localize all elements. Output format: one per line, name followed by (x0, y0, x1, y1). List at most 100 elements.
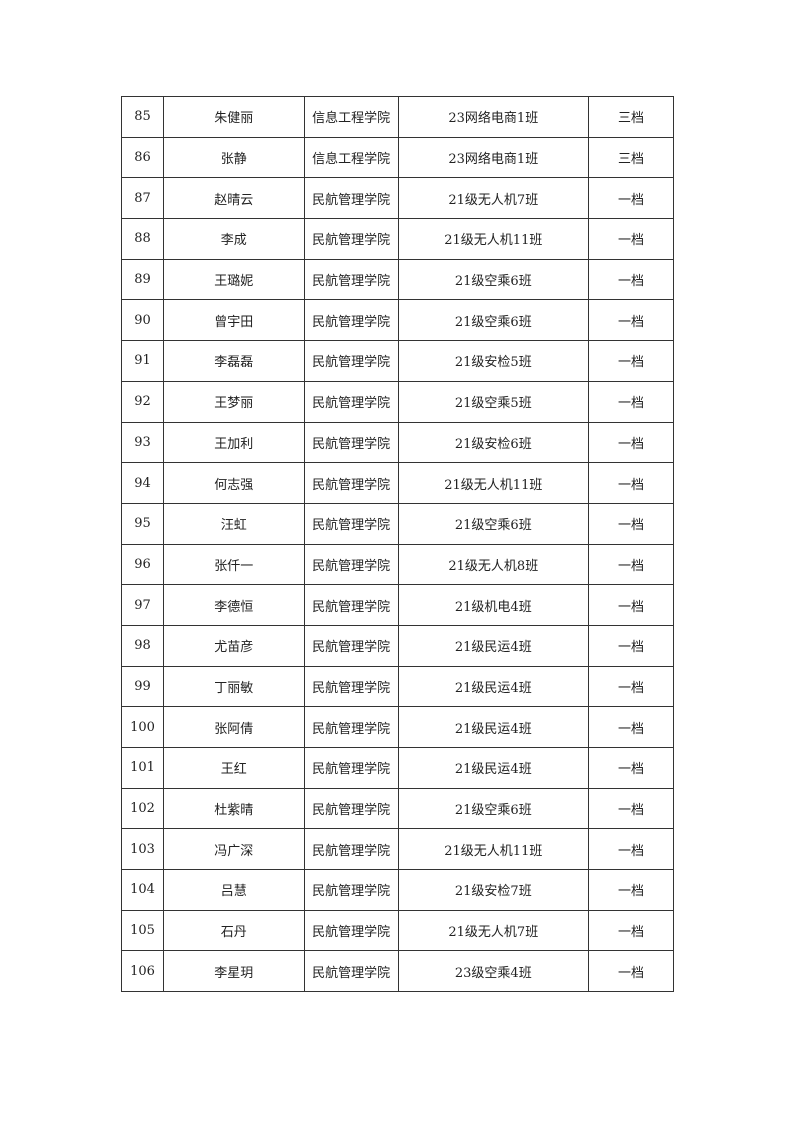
student-name: 李德恒 (162, 584, 305, 626)
row-number: 91 (121, 340, 164, 382)
table-row: 86 张静 信息工程学院 23网络电商1班 三档 (121, 136, 674, 179)
class-name: 21级空乘6班 (397, 299, 590, 342)
college: 民航管理学院 (303, 299, 399, 342)
grade-level: 一档 (588, 177, 674, 220)
student-name: 冯广深 (162, 828, 305, 871)
row-number: 105 (121, 909, 164, 952)
student-name: 李磊磊 (162, 340, 305, 382)
grade-level: 一档 (588, 950, 674, 993)
class-name: 21级无人机11班 (397, 462, 590, 504)
grade-level: 一档 (588, 462, 674, 504)
class-name: 21级空乘6班 (397, 258, 590, 301)
class-name: 21级空乘6班 (397, 502, 590, 545)
row-number: 97 (121, 584, 164, 626)
class-name: 21级无人机11班 (397, 828, 590, 871)
student-name: 汪虹 (162, 502, 305, 545)
grade-level: 一档 (588, 502, 674, 545)
class-name: 21级民运4班 (397, 747, 590, 789)
row-number: 90 (121, 299, 164, 342)
row-number: 88 (121, 218, 164, 260)
grade-level: 一档 (588, 543, 674, 586)
grade-level: 一档 (588, 624, 674, 667)
grade-level: 一档 (588, 218, 674, 260)
table-row: 103 冯广深 民航管理学院 21级无人机11班 一档 (121, 828, 674, 871)
table-row: 96 张仟一 民航管理学院 21级无人机8班 一档 (121, 543, 674, 586)
college: 民航管理学院 (303, 543, 399, 586)
row-number: 94 (121, 462, 164, 504)
student-name: 张阿倩 (162, 706, 305, 748)
row-number: 85 (121, 96, 164, 138)
class-name: 21级民运4班 (397, 665, 590, 708)
grade-level: 一档 (588, 747, 674, 789)
student-name: 丁丽敏 (162, 665, 305, 708)
student-name: 曾宇田 (162, 299, 305, 342)
college: 民航管理学院 (303, 665, 399, 708)
row-number: 93 (121, 421, 164, 464)
grade-level: 一档 (588, 706, 674, 748)
table-row: 93 王加利 民航管理学院 21级安检6班 一档 (121, 421, 674, 464)
table-row: 100 张阿倩 民航管理学院 21级民运4班 一档 (121, 706, 674, 748)
grade-level: 一档 (588, 340, 674, 382)
student-name: 石丹 (162, 909, 305, 952)
class-name: 21级空乘5班 (397, 380, 590, 423)
student-name: 张仟一 (162, 543, 305, 586)
row-number: 104 (121, 869, 164, 911)
college: 民航管理学院 (303, 340, 399, 382)
grade-level: 一档 (588, 584, 674, 626)
table-row: 92 王梦丽 民航管理学院 21级空乘5班 一档 (121, 380, 674, 423)
college: 民航管理学院 (303, 502, 399, 545)
table-row: 106 李星玥 民航管理学院 23级空乘4班 一档 (121, 950, 674, 993)
student-name: 尤苗彦 (162, 624, 305, 667)
table-row: 90 曾宇田 民航管理学院 21级空乘6班 一档 (121, 299, 674, 342)
class-name: 23级空乘4班 (397, 950, 590, 993)
college: 民航管理学院 (303, 624, 399, 667)
table-row: 99 丁丽敏 民航管理学院 21级民运4班 一档 (121, 665, 674, 708)
college: 民航管理学院 (303, 787, 399, 830)
college: 民航管理学院 (303, 421, 399, 464)
student-name: 王璐妮 (162, 258, 305, 301)
row-number: 103 (121, 828, 164, 871)
row-number: 102 (121, 787, 164, 830)
student-name: 王梦丽 (162, 380, 305, 423)
row-number: 95 (121, 502, 164, 545)
grade-level: 一档 (588, 421, 674, 464)
row-number: 87 (121, 177, 164, 220)
college: 民航管理学院 (303, 828, 399, 871)
row-number: 96 (121, 543, 164, 586)
grade-level: 一档 (588, 380, 674, 423)
row-number: 86 (121, 136, 164, 179)
college: 民航管理学院 (303, 869, 399, 911)
student-name: 朱健丽 (162, 96, 305, 138)
grade-level: 一档 (588, 828, 674, 871)
table-row: 95 汪虹 民航管理学院 21级空乘6班 一档 (121, 502, 674, 545)
table-row: 97 李德恒 民航管理学院 21级机电4班 一档 (121, 584, 674, 626)
table-row: 89 王璐妮 民航管理学院 21级空乘6班 一档 (121, 258, 674, 301)
class-name: 21级民运4班 (397, 706, 590, 748)
college: 民航管理学院 (303, 380, 399, 423)
table-row: 88 李成 民航管理学院 21级无人机11班 一档 (121, 218, 674, 260)
student-table: 85 朱健丽 信息工程学院 23网络电商1班 三档 86 张静 信息工程学院 23网络电商1班三… (121, 96, 674, 993)
row-number: 101 (121, 747, 164, 789)
class-name: 21级机电4班 (397, 584, 590, 626)
table-row: 104 吕慧 民航管理学院 21级安检7班 一档 (121, 869, 674, 911)
grade-level: 一档 (588, 665, 674, 708)
table-row: 87 赵晴云 民航管理学院 21级无人机7班 一档 (121, 177, 674, 220)
student-name: 李成 (162, 218, 305, 260)
grade-level: 一档 (588, 869, 674, 911)
grade-level: 三档 (588, 136, 674, 179)
college: 民航管理学院 (303, 584, 399, 626)
row-number: 89 (121, 258, 164, 301)
table-row: 85 朱健丽 信息工程学院 23网络电商1班 三档 (121, 96, 674, 138)
college: 民航管理学院 (303, 462, 399, 504)
row-number: 99 (121, 665, 164, 708)
class-name: 21级无人机11班 (397, 218, 590, 260)
college: 民航管理学院 (303, 177, 399, 220)
grade-level: 三档 (588, 96, 674, 138)
table-row: 101 王红 民航管理学院 21级民运4班 一档 (121, 747, 674, 789)
table-row: 98 尤苗彦 民航管理学院 21级民运4班 一档 (121, 624, 674, 667)
table-row: 105 石丹 民航管理学院 21级无人机7班 一档 (121, 909, 674, 952)
class-name: 23网络电商1班 (397, 136, 590, 179)
college: 信息工程学院 (303, 96, 399, 138)
row-number: 106 (121, 950, 164, 993)
college: 民航管理学院 (303, 747, 399, 789)
